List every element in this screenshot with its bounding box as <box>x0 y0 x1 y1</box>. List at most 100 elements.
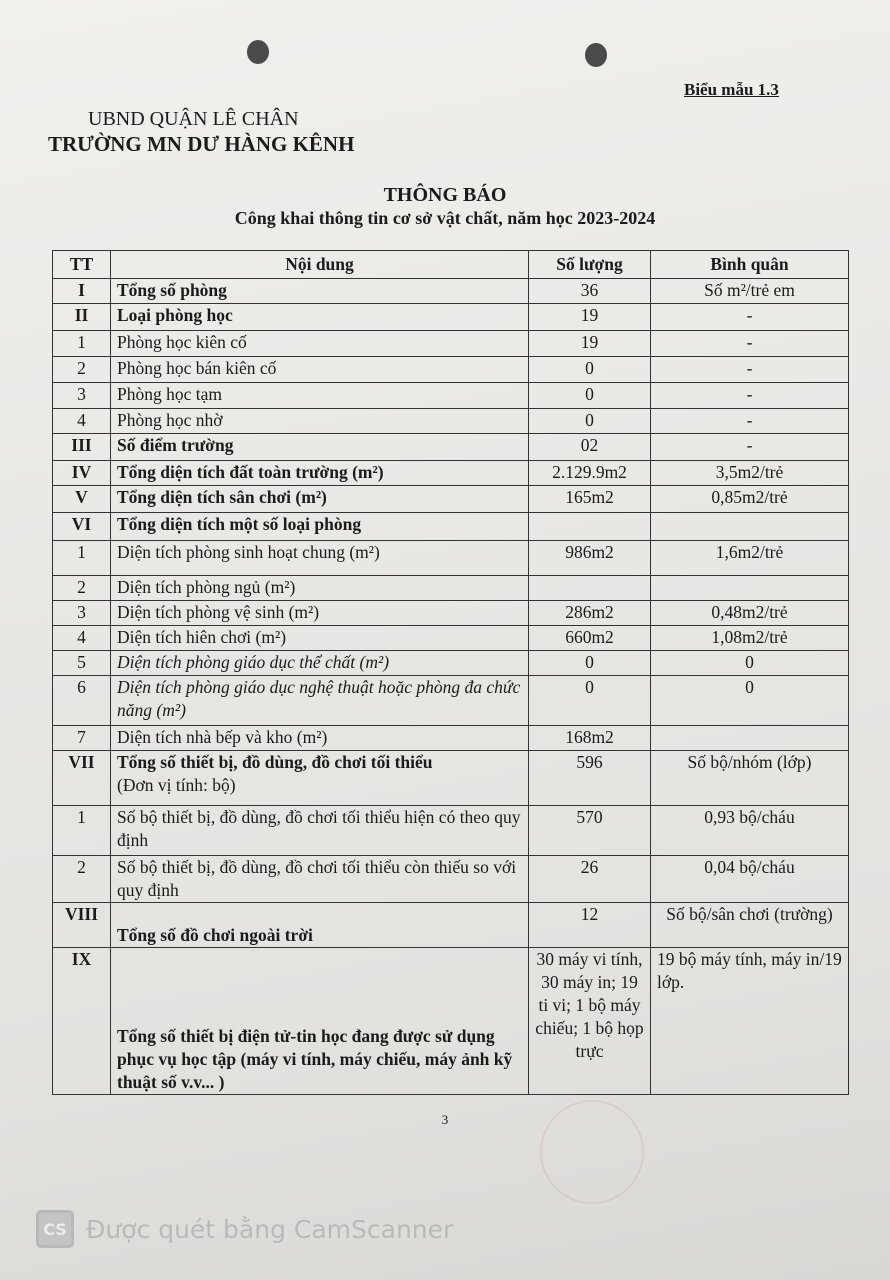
row-number: 2 <box>52 575 111 601</box>
row-quantity: 165m2 <box>528 485 651 513</box>
row-average: 0 <box>650 650 849 676</box>
punch-hole-right <box>585 43 607 67</box>
row-average: 0,93 bộ/cháu <box>650 805 849 856</box>
table-row: 2 Số bộ thiết bị, đồ dùng, đồ chơi tối th… <box>52 855 849 903</box>
row-number: 5 <box>52 650 111 676</box>
row-content: Loại phòng học <box>110 303 529 331</box>
row-average: 0 <box>650 675 849 726</box>
column-header-tt: TT <box>52 250 111 279</box>
row-content: Tổng diện tích sân chơi (m²) <box>110 485 529 513</box>
row-content: Số bộ thiết bị, đồ dùng, đồ chơi tối thi… <box>110 855 529 903</box>
row-number: 3 <box>52 600 111 626</box>
row-quantity: 26 <box>528 855 651 903</box>
row-content: Diện tích phòng sinh hoạt chung (m²) <box>110 540 529 576</box>
row-number: II <box>52 303 111 331</box>
table-row: 1 Số bộ thiết bị, đồ dùng, đồ chơi tối th… <box>52 805 849 856</box>
row-average: - <box>650 303 849 331</box>
row-average <box>650 725 849 751</box>
page-number: 3 <box>441 1112 449 1127</box>
table-row: VI Tổng diện tích một số loại phòng <box>52 512 849 541</box>
row-average <box>650 512 849 541</box>
faded-stamp <box>540 1100 644 1204</box>
row-number: VII <box>52 750 111 806</box>
table-row: 1 Phòng học kiên cố 19- <box>52 330 849 357</box>
row-content: Tổng số đồ chơi ngoài trời <box>110 902 529 948</box>
table-row: VII Tổng số thiết bị, đồ dùng, đồ chơi tố… <box>52 750 849 806</box>
row-quantity: 286m2 <box>528 600 651 626</box>
row-number: 2 <box>52 855 111 903</box>
row-content: Diện tích phòng ngủ (m²) <box>110 575 529 601</box>
row-quantity <box>528 512 651 541</box>
row-content: Phòng học nhờ <box>110 408 529 434</box>
table-row: V Tổng diện tích sân chơi (m²) 165m2 0,85m2… <box>52 485 849 513</box>
form-code: Biểu mẫu 1.3 <box>684 80 779 99</box>
row-average: Số m²/trẻ em <box>650 278 849 304</box>
table-body: I Tổng số phòng 36 Số m²/trẻ em II Loại phòng… <box>52 278 849 1095</box>
row-average: - <box>650 330 849 357</box>
row-number: IX <box>52 947 111 1095</box>
row-quantity: 660m2 <box>528 625 651 651</box>
table-row: I Tổng số phòng 36 Số m²/trẻ em <box>52 278 849 304</box>
row-content-note: (Đơn vị tính: bộ) <box>117 775 236 795</box>
row-average: 0,85m2/trẻ <box>650 485 849 513</box>
row-content: Diện tích phòng giáo dục thể chất (m²) <box>110 650 529 676</box>
row-number: VI <box>52 512 111 541</box>
row-quantity: 596 <box>528 750 651 806</box>
row-average: 3,5m2/trẻ <box>650 460 849 486</box>
column-header-quantity: Số lượng <box>528 250 651 279</box>
row-content: Tổng số thiết bị điện tử-tin học đang đư… <box>110 947 529 1095</box>
table-header-row: TT Nội dung Số lượng Bình quân <box>52 250 849 279</box>
row-number: I <box>52 278 111 304</box>
agency-name: UBND QUẬN LÊ CHÂN <box>88 108 299 130</box>
row-average: Số bộ/nhóm (lớp) <box>650 750 849 806</box>
row-average: - <box>650 433 849 461</box>
table-row: 2 Diện tích phòng ngủ (m²) <box>52 575 849 601</box>
camscanner-watermark: CS Được quét bằng CamScanner <box>36 1210 453 1248</box>
row-number: VIII <box>52 902 111 948</box>
table-row: II Loại phòng học 19- <box>52 303 849 331</box>
row-quantity: 19 <box>528 330 651 357</box>
row-content: Diện tích phòng vệ sinh (m²) <box>110 600 529 626</box>
row-number: 1 <box>52 805 111 856</box>
school-name: TRƯỜNG MN DƯ HÀNG KÊNH <box>48 132 355 156</box>
row-average: - <box>650 382 849 409</box>
row-average: 0,48m2/trẻ <box>650 600 849 626</box>
table-row: 1 Diện tích phòng sinh hoạt chung (m²) 986… <box>52 540 849 576</box>
table-row: 3 Diện tích phòng vệ sinh (m²) 286m2 0,48m2… <box>52 600 849 626</box>
table-row: VIII Tổng số đồ chơi ngoài trời 12 Số bộ/sâ… <box>52 902 849 948</box>
table-row: 3 Phòng học tạm 0- <box>52 382 849 409</box>
document-title: THÔNG BÁO <box>383 184 507 206</box>
row-quantity: 0 <box>528 356 651 383</box>
row-content: Phòng học kiên cố <box>110 330 529 357</box>
row-number: 4 <box>52 408 111 434</box>
row-quantity: 02 <box>528 433 651 461</box>
row-quantity: 0 <box>528 408 651 434</box>
table-row: 4 Phòng học nhờ 0- <box>52 408 849 434</box>
table-row: 7 Diện tích nhà bếp và kho (m²) 168m2 <box>52 725 849 751</box>
row-number: 1 <box>52 540 111 576</box>
table-row: III Số điểm trường 02- <box>52 433 849 461</box>
row-content: Diện tích phòng giáo dục nghệ thuật hoặc… <box>110 675 529 726</box>
row-number: V <box>52 485 111 513</box>
row-content: Phòng học tạm <box>110 382 529 409</box>
watermark-text: Được quét bằng CamScanner <box>86 1214 454 1244</box>
row-quantity: 570 <box>528 805 651 856</box>
row-quantity: 168m2 <box>528 725 651 751</box>
table-row: IX Tổng số thiết bị điện tử-tin học đang … <box>52 947 849 1095</box>
column-header-average: Bình quân <box>650 250 849 279</box>
row-number: 3 <box>52 382 111 409</box>
row-content: Diện tích hiên chơi (m²) <box>110 625 529 651</box>
row-content: Số bộ thiết bị, đồ dùng, đồ chơi tối thi… <box>110 805 529 856</box>
row-quantity: 0 <box>528 675 651 726</box>
row-content: Phòng học bán kiên cố <box>110 356 529 383</box>
table-row: 2 Phòng học bán kiên cố 0- <box>52 356 849 383</box>
row-quantity: 986m2 <box>528 540 651 576</box>
row-average: - <box>650 356 849 383</box>
column-header-content: Nội dung <box>110 250 529 279</box>
table-row: 6 Diện tích phòng giáo dục nghệ thuật hoặ… <box>52 675 849 726</box>
row-average: 1,6m2/trẻ <box>650 540 849 576</box>
row-number: III <box>52 433 111 461</box>
row-quantity: 0 <box>528 382 651 409</box>
row-average: 0,04 bộ/cháu <box>650 855 849 903</box>
row-quantity: 36 <box>528 278 651 304</box>
